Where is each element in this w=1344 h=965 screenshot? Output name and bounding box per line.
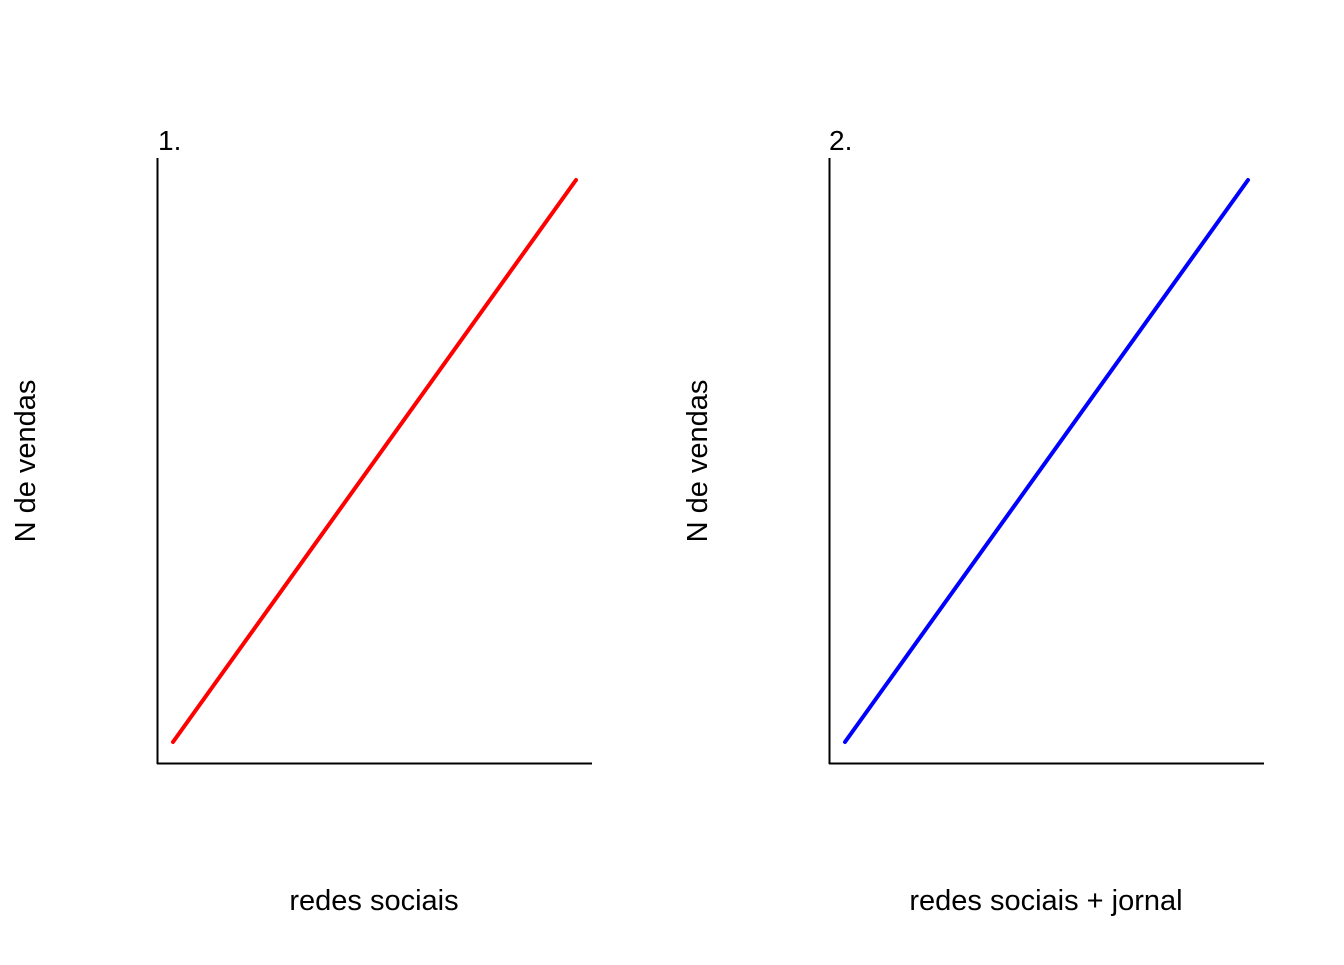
panel-2-series-line-1 [843,178,1250,744]
panel-1-series-line-1 [171,178,578,744]
panel-1-label: 1. [158,125,181,156]
panel-1: 1. redes sociais N de vendas [10,125,592,917]
panel-2-label: 2. [829,125,852,156]
panel-1-x-axis-label: redes sociais [289,885,458,917]
panel-2: 2. redes sociais + jornal N de vendas [682,125,1264,917]
panel-2-x-axis-label: redes sociais + jornal [909,885,1182,917]
panel-1-y-axis-label: N de vendas [10,380,42,543]
panel-1-plot-area [171,178,578,744]
panel-2-plot-area [843,178,1250,744]
panel-2-y-axis-label: N de vendas [682,380,714,543]
